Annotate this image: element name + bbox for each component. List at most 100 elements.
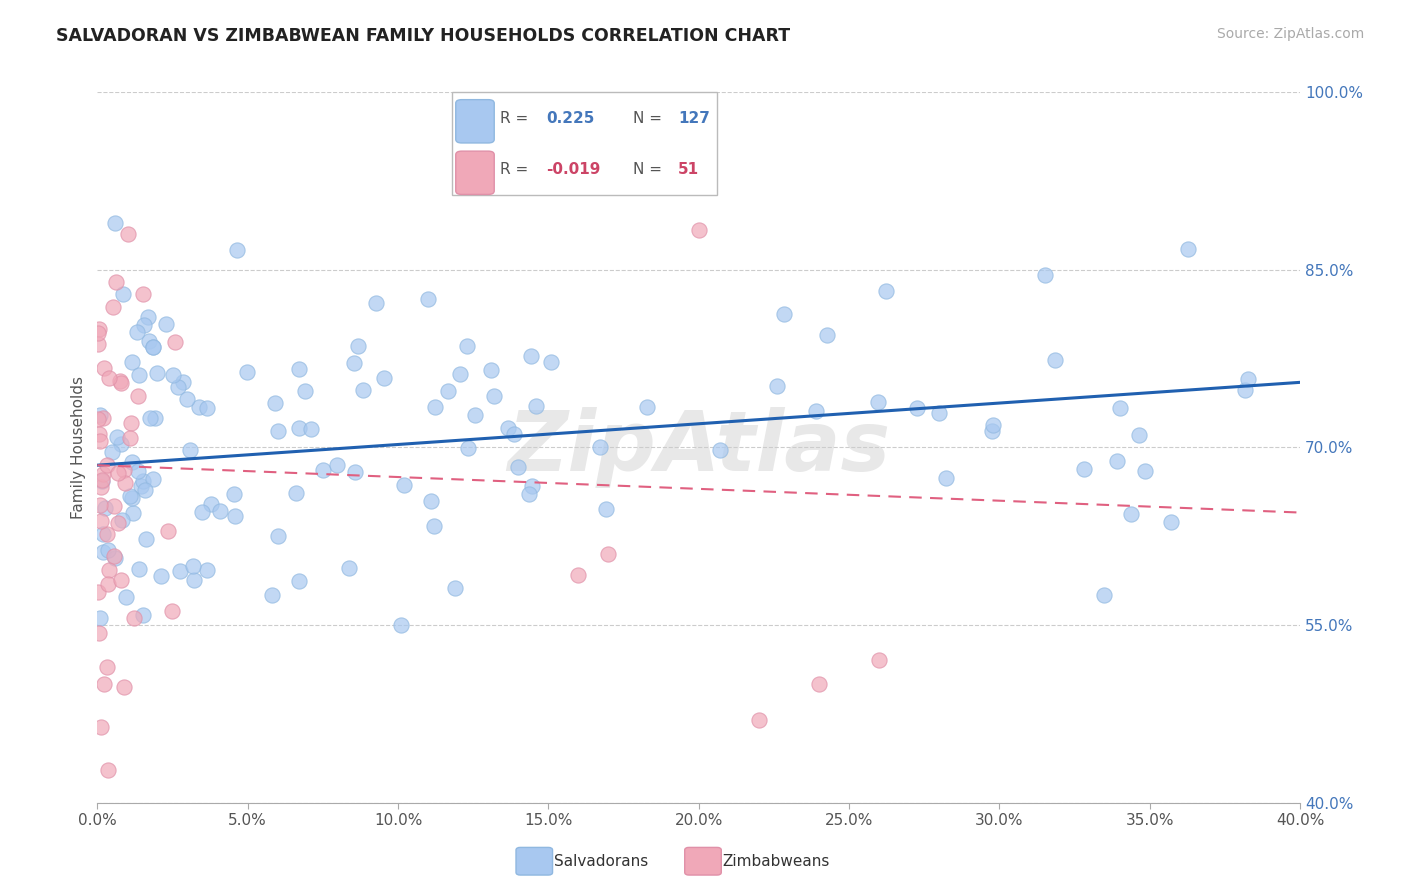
Point bbox=[294, 384, 316, 398]
Point bbox=[464, 408, 486, 422]
Point bbox=[111, 287, 134, 301]
Y-axis label: Family Households: Family Households bbox=[72, 376, 86, 519]
Point bbox=[456, 339, 478, 353]
Point bbox=[935, 470, 957, 484]
Point bbox=[1121, 507, 1143, 521]
Point bbox=[457, 441, 479, 455]
Point bbox=[91, 473, 114, 487]
Point bbox=[394, 478, 416, 492]
Point bbox=[1234, 383, 1257, 397]
Point bbox=[104, 551, 127, 566]
Point bbox=[875, 284, 897, 298]
Point bbox=[87, 336, 110, 351]
Point bbox=[236, 366, 259, 380]
Point bbox=[103, 500, 125, 514]
Point bbox=[287, 361, 309, 376]
Point bbox=[187, 400, 209, 414]
Point bbox=[105, 430, 128, 444]
Point bbox=[167, 380, 190, 394]
Point bbox=[868, 653, 890, 667]
Text: R =: R = bbox=[501, 111, 533, 126]
Point bbox=[418, 292, 440, 306]
Point bbox=[169, 564, 191, 578]
Point bbox=[138, 411, 160, 425]
Text: 0.225: 0.225 bbox=[546, 111, 595, 126]
Text: -0.019: -0.019 bbox=[546, 162, 600, 178]
Point bbox=[190, 505, 212, 519]
Point bbox=[1109, 401, 1132, 416]
Point bbox=[121, 455, 143, 469]
Text: R =: R = bbox=[501, 162, 533, 178]
Point bbox=[90, 514, 112, 528]
Point bbox=[121, 355, 143, 369]
Point bbox=[87, 427, 110, 442]
Point bbox=[179, 442, 201, 457]
Point bbox=[120, 416, 142, 430]
Point bbox=[87, 411, 110, 425]
Point bbox=[110, 376, 132, 390]
Point bbox=[326, 458, 349, 472]
Point bbox=[107, 516, 129, 531]
Point bbox=[343, 465, 366, 479]
Point bbox=[181, 558, 204, 573]
Point bbox=[506, 459, 529, 474]
Point bbox=[1043, 353, 1066, 368]
Point bbox=[142, 340, 165, 354]
Point bbox=[1092, 589, 1115, 603]
Point bbox=[1236, 372, 1258, 386]
Point bbox=[105, 275, 128, 289]
Point bbox=[389, 618, 412, 632]
Point bbox=[981, 418, 1004, 433]
Point bbox=[129, 478, 152, 492]
FancyBboxPatch shape bbox=[456, 100, 495, 143]
Point bbox=[540, 355, 562, 369]
Point bbox=[127, 325, 149, 339]
Point bbox=[91, 411, 114, 425]
Point bbox=[162, 368, 184, 383]
Point bbox=[224, 509, 246, 524]
Point bbox=[423, 518, 446, 533]
Point bbox=[142, 472, 165, 486]
Text: Salvadorans: Salvadorans bbox=[554, 855, 648, 869]
Point bbox=[111, 513, 134, 527]
Point bbox=[598, 547, 620, 561]
Point bbox=[122, 611, 145, 625]
Point bbox=[766, 378, 789, 392]
Point bbox=[91, 474, 114, 488]
Point bbox=[97, 763, 120, 777]
Point bbox=[224, 487, 246, 501]
Point bbox=[89, 409, 111, 423]
Point bbox=[1073, 462, 1095, 476]
Point bbox=[97, 563, 120, 577]
Point bbox=[208, 504, 231, 518]
Point bbox=[131, 474, 153, 488]
Point bbox=[136, 310, 159, 324]
Point bbox=[87, 625, 110, 640]
Point bbox=[312, 463, 335, 477]
Point bbox=[226, 243, 249, 257]
Point bbox=[128, 562, 150, 576]
Point bbox=[122, 506, 145, 520]
Point bbox=[420, 493, 443, 508]
Point bbox=[114, 591, 136, 605]
Point bbox=[1177, 242, 1199, 256]
Point bbox=[200, 497, 222, 511]
Point bbox=[132, 318, 155, 332]
Point bbox=[567, 568, 589, 582]
Point bbox=[195, 562, 218, 576]
Point bbox=[284, 485, 307, 500]
Point bbox=[96, 458, 118, 472]
Point bbox=[517, 487, 540, 501]
FancyBboxPatch shape bbox=[453, 93, 717, 195]
Point bbox=[89, 498, 111, 512]
Point bbox=[121, 491, 143, 505]
Point bbox=[301, 422, 323, 436]
Point bbox=[804, 404, 827, 418]
Point bbox=[1128, 428, 1150, 442]
Text: Zimbabweans: Zimbabweans bbox=[723, 855, 830, 869]
Point bbox=[89, 434, 111, 448]
Point bbox=[131, 608, 153, 623]
Point bbox=[89, 611, 111, 625]
Point bbox=[172, 376, 194, 390]
Point bbox=[347, 338, 370, 352]
